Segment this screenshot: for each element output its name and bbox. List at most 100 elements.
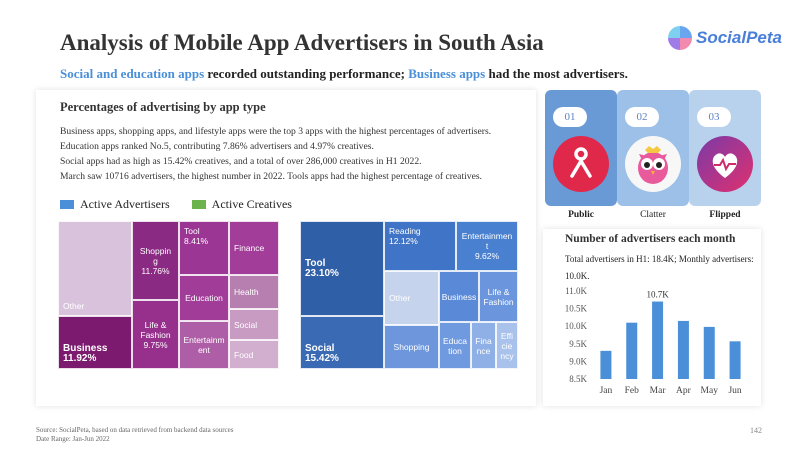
- brand-logo: SocialPeta: [668, 26, 782, 50]
- treemap-cell-label: Entertainm ent: [183, 335, 225, 355]
- treemap-cell-value: 23.10%: [305, 267, 339, 279]
- x-tick-label: Jan: [600, 386, 613, 396]
- bar-apr[interactable]: [677, 320, 689, 379]
- treemap-cell[interactable]: Business: [439, 271, 479, 322]
- creatives-treemap: Tool 23.10% Social 15.42% Reading 12.12% Enter…: [300, 221, 518, 369]
- treemap-cell[interactable]: Reading 12.12%: [384, 221, 456, 271]
- treemap-cell[interactable]: Effi cie ncy: [496, 322, 518, 369]
- treemap-cell[interactable]: Health: [229, 275, 279, 309]
- treemap-cell-label: Other: [63, 301, 85, 311]
- treemap-cell-label: Tool: [184, 226, 200, 236]
- treemap-cell-label: Business: [441, 291, 477, 302]
- treemap-cell[interactable]: Shoppin g 11.76%: [132, 221, 179, 300]
- advertisers-treemap: Other Business 11.92% Shoppin g 11.76% Life &…: [58, 221, 279, 369]
- treemap-cell-label: Business: [63, 343, 108, 354]
- description-line: Education apps ranked No.5, contributing…: [60, 141, 374, 152]
- top-apps-cards: 01 02 03: [545, 90, 761, 206]
- treemap-cell-value: 11.76%: [141, 265, 170, 276]
- bar-jun[interactable]: [729, 341, 741, 379]
- y-tick-label: 8.5K: [569, 374, 587, 384]
- data-label: 10.7K: [646, 290, 669, 300]
- legend-item-advertisers: Active Advertisers: [60, 197, 170, 212]
- monthly-bar-chart: 8.5K 9.0K 9.5K 10.0K 10.5K 11.0K Jan Feb Mar Apr M…: [565, 286, 742, 396]
- treemap-cell[interactable]: Life & Fashion: [479, 271, 518, 322]
- footer: Source: SocialPeta, based on data retrie…: [36, 426, 233, 444]
- rank-label-3: Flipped: [709, 210, 741, 220]
- rank-label-2: Clatter: [640, 210, 666, 220]
- treemap-cell-label: Social: [234, 319, 258, 330]
- subtitle-part: recorded outstanding performance;: [204, 66, 409, 81]
- rank-number: 02: [625, 107, 659, 127]
- treemap-cell-label: Social: [305, 343, 335, 354]
- treemap-cell-label: Finance: [234, 243, 265, 253]
- heart-app-icon: [697, 136, 753, 192]
- treemap-cell[interactable]: Fina nce: [471, 322, 496, 369]
- treemap-cell[interactable]: Tool 23.10%: [300, 221, 384, 316]
- treemap-cell[interactable]: Entertainmen t 9.62%: [456, 221, 518, 271]
- bar-mar[interactable]: [652, 301, 664, 379]
- legend-swatch: [60, 200, 74, 209]
- bar-may[interactable]: [703, 326, 715, 379]
- bar-jan[interactable]: [600, 350, 612, 379]
- rank-card-1[interactable]: 01: [545, 90, 617, 206]
- x-tick-label: May: [701, 386, 719, 396]
- treemap-cell-value: 15.42%: [305, 353, 339, 364]
- treemap-cell[interactable]: Tool 8.41%: [179, 221, 229, 275]
- rank-card-3[interactable]: 03: [689, 90, 761, 206]
- y-tick-label: 9.5K: [569, 339, 587, 349]
- treemap-cell[interactable]: Finance: [229, 221, 279, 275]
- treemap-cell-label: Education: [185, 293, 223, 303]
- panel-heading: Percentages of advertising by app type: [60, 100, 266, 114]
- bar-feb[interactable]: [626, 322, 638, 379]
- rank-label-1: Public: [568, 210, 594, 220]
- treemap-cell-label: Health: [234, 287, 259, 297]
- page-title: Analysis of Mobile App Advertisers in So…: [60, 30, 544, 55]
- treemap-cell-label: Entertainmen t: [461, 231, 513, 251]
- y-tick-label: 10.5K: [565, 304, 588, 314]
- rank-card-2[interactable]: 02: [617, 90, 689, 206]
- description-line: March saw 10716 advertisers, the highest…: [60, 171, 482, 182]
- y-tick-label: 10.0K: [565, 321, 588, 331]
- treemap-legend: Active Advertisers Active Creatives: [60, 197, 292, 212]
- panel-description: Business apps, shopping apps, and lifest…: [60, 124, 530, 184]
- logo-text: SocialPeta: [696, 28, 782, 47]
- treemap-cell-label: Life & Fashion: [483, 286, 514, 307]
- description-line: Social apps had as high as 15.42% creati…: [60, 156, 422, 167]
- treemap-cell[interactable]: Shopping: [384, 325, 439, 369]
- x-tick-label: Apr: [676, 386, 692, 396]
- treemap-cell[interactable]: Food: [229, 340, 279, 369]
- x-tick-label: Mar: [650, 386, 667, 396]
- treemap-cell[interactable]: Education: [179, 275, 229, 321]
- treemap-cell-label: Reading: [389, 226, 421, 236]
- treemap-cell-label: Tool: [305, 257, 326, 269]
- rank-number: 01: [553, 107, 587, 127]
- owl-app-icon: [625, 136, 681, 192]
- chart-note: Total advertisers in H1: 18.4K; Monthly …: [565, 254, 754, 281]
- subtitle-part: Social and education apps: [60, 66, 205, 81]
- treemap-cell-label: Life & Fashion: [140, 319, 171, 340]
- treemap-cell[interactable]: Social 15.42%: [300, 316, 384, 369]
- treemap-cell[interactable]: Social: [229, 309, 279, 340]
- public-app-icon: [553, 136, 609, 192]
- y-tick-label: 9.0K: [569, 356, 587, 366]
- x-tick-label: Feb: [625, 386, 640, 396]
- page-number: 142: [750, 426, 762, 435]
- subtitle-part: had the most advertisers.: [485, 66, 628, 81]
- treemap-cell-label: Educa tion: [442, 335, 468, 356]
- treemap-cell-value: 8.41%: [184, 236, 209, 246]
- x-tick-label: Jun: [728, 386, 741, 396]
- page-subtitle: Social and education apps recorded outst…: [60, 66, 628, 82]
- chart-heading: Number of advertisers each month: [565, 233, 736, 245]
- treemap-cell[interactable]: Educa tion: [439, 322, 471, 369]
- treemap-cell[interactable]: Business 11.92%: [58, 316, 132, 369]
- treemap-cell[interactable]: Life & Fashion 9.75%: [132, 300, 179, 369]
- treemap-cell[interactable]: Other: [384, 271, 439, 325]
- legend-label: Active Advertisers: [80, 197, 170, 211]
- date-range-note: Date Range: Jan-Jun 2022: [36, 435, 110, 443]
- treemap-cell-value: 9.62%: [474, 251, 500, 261]
- treemap-cell-label: Other: [389, 293, 411, 303]
- treemap-cell[interactable]: Entertainm ent: [179, 321, 229, 369]
- monthly-advertisers-panel: Number of advertisers each month Total a…: [543, 229, 761, 406]
- treemap-cell[interactable]: Other: [58, 221, 132, 316]
- treemap-cell-label: Shoppin g: [139, 245, 172, 266]
